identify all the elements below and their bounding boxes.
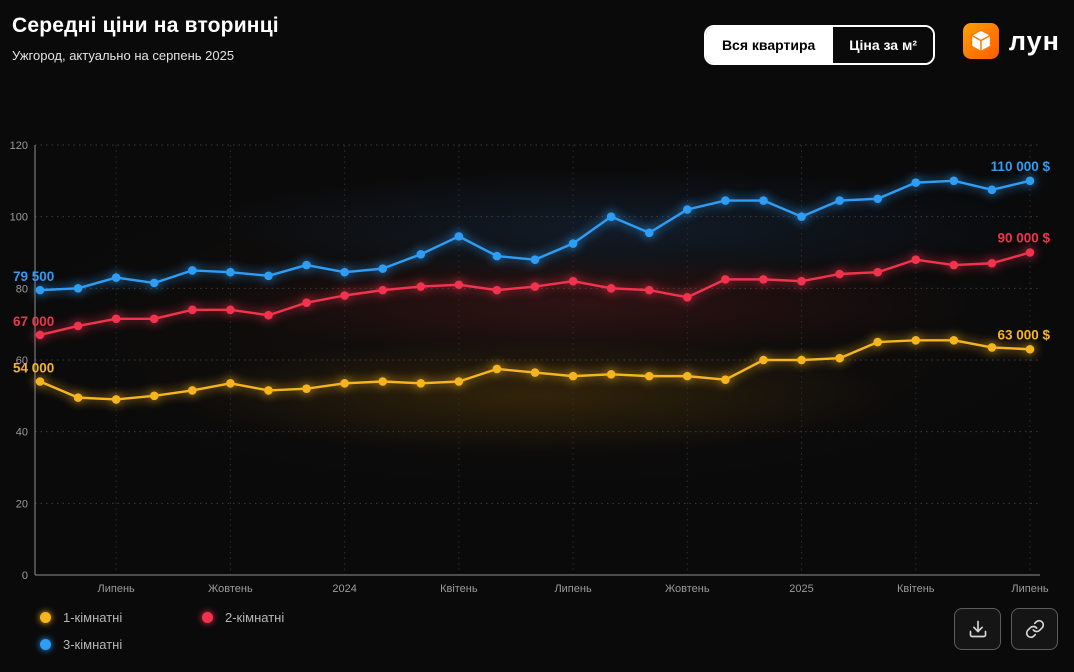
svg-text:Липень: Липень [554, 583, 592, 595]
chart-glow-backdrop [0, 100, 1074, 610]
header: Середні ціни на вторинці Ужгород, актуал… [0, 0, 1074, 88]
svg-text:Квітень: Квітень [440, 583, 478, 595]
legend-label-2-room: 2-кімнатні [225, 610, 285, 625]
price-mode-toggle: Вся квартира Ціна за м² [703, 25, 935, 65]
link-icon [1025, 619, 1044, 639]
page-subtitle: Ужгород, актуально на серпень 2025 [12, 48, 235, 63]
svg-text:60: 60 [16, 355, 28, 367]
svg-text:79 500: 79 500 [13, 269, 54, 284]
chart-legend: 1-кімнатні 2-кімнатні 3-кімнатні [40, 610, 312, 664]
svg-text:Жовтень: Жовтень [665, 583, 710, 595]
svg-text:2024: 2024 [332, 583, 356, 595]
legend-label-3-room: 3-кімнатні [63, 637, 123, 652]
svg-text:120: 120 [10, 140, 28, 152]
svg-text:0: 0 [22, 570, 28, 582]
download-button[interactable] [954, 608, 1001, 650]
legend-item-2-room[interactable]: 2-кімнатні [202, 610, 312, 625]
download-icon [969, 620, 986, 638]
svg-text:80: 80 [16, 283, 28, 295]
svg-text:63 000 $: 63 000 $ [997, 327, 1050, 342]
page-title: Середні ціни на вторинці [12, 14, 279, 37]
toggle-whole-apartment[interactable]: Вся квартира [705, 27, 832, 63]
svg-text:20: 20 [16, 498, 28, 510]
svg-text:Липень: Липень [98, 583, 136, 595]
lun-cube-icon [962, 23, 999, 59]
legend-item-3-room[interactable]: 3-кімнатні [40, 637, 150, 652]
toggle-price-per-m2[interactable]: Ціна за м² [831, 27, 933, 63]
chart-actions [954, 608, 1058, 650]
share-link-button[interactable] [1011, 608, 1058, 650]
legend-item-1-room[interactable]: 1-кімнатні [40, 610, 150, 625]
svg-text:90 000 $: 90 000 $ [997, 231, 1050, 246]
svg-text:110 000 $: 110 000 $ [991, 159, 1051, 174]
svg-text:100: 100 [10, 212, 28, 224]
legend-dot-1-room [40, 612, 51, 623]
svg-text:Липень: Липень [1011, 583, 1049, 595]
svg-text:Квітень: Квітень [897, 583, 935, 595]
svg-text:Жовтень: Жовтень [208, 583, 253, 595]
lun-logo-text: лун [1008, 25, 1060, 56]
lun-logo[interactable]: лун [962, 22, 1060, 60]
title-block: Середні ціни на вторинці Ужгород, актуал… [12, 14, 279, 63]
svg-text:40: 40 [16, 427, 28, 439]
svg-text:54 000: 54 000 [13, 361, 54, 376]
legend-dot-2-room [202, 612, 213, 623]
svg-text:67 000: 67 000 [13, 314, 54, 329]
svg-text:2025: 2025 [789, 583, 813, 595]
legend-dot-3-room [40, 639, 51, 650]
legend-label-1-room: 1-кімнатні [63, 610, 123, 625]
